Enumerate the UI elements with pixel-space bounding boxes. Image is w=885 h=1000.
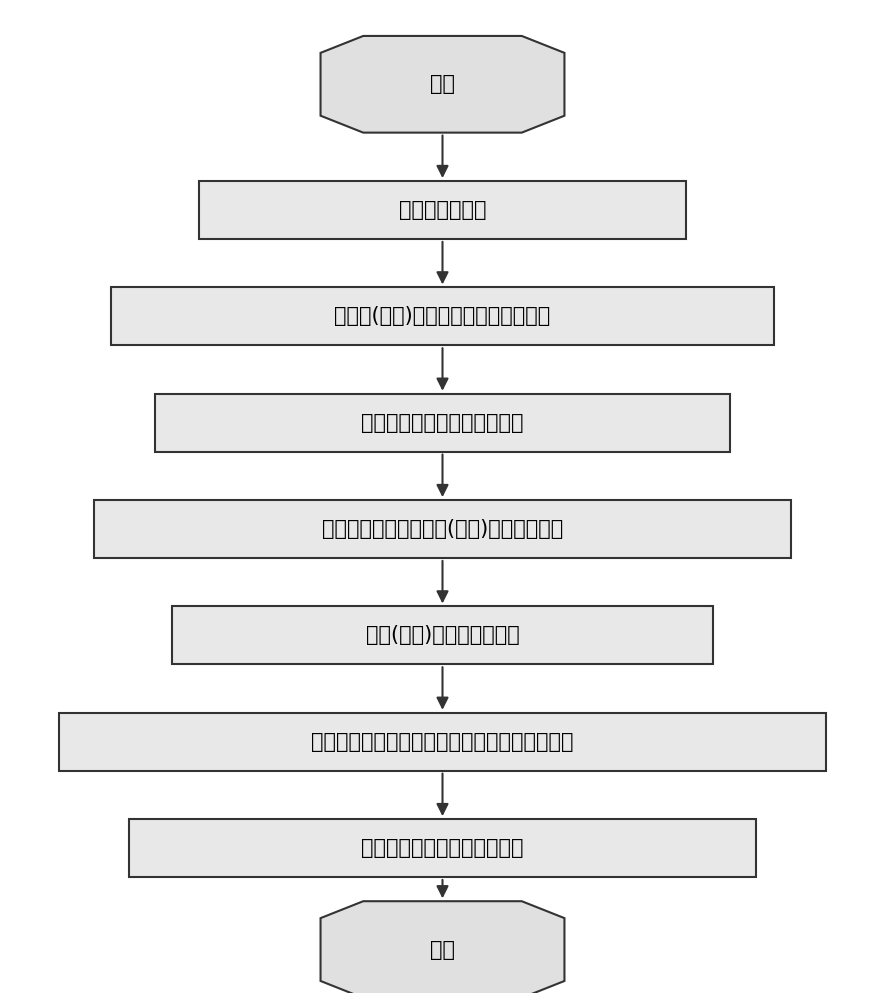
Text: 大腔体工装进行高温存贮实验: 大腔体工装进行高温存贮实验 bbox=[361, 413, 524, 433]
Bar bbox=[59, 713, 826, 771]
Bar bbox=[112, 287, 773, 345]
Polygon shape bbox=[320, 901, 565, 998]
Text: 电路(模块)沿中心切割加工: 电路(模块)沿中心切割加工 bbox=[366, 625, 519, 645]
Text: 将电路(模块)嵌套入大腔体工装并封装: 将电路(模块)嵌套入大腔体工装并封装 bbox=[335, 306, 550, 326]
Bar bbox=[173, 606, 712, 664]
Text: 切割后外壳，沿引腿和绝缘子部位进行二次切割: 切割后外壳，沿引腿和绝缘子部位进行二次切割 bbox=[312, 732, 573, 752]
Bar bbox=[129, 819, 756, 877]
Text: 结束: 结束 bbox=[430, 940, 455, 960]
Bar bbox=[155, 394, 730, 452]
Text: 大腔体工装制作: 大腔体工装制作 bbox=[399, 200, 486, 220]
Bar bbox=[198, 181, 687, 239]
Text: 大腔体工装和密封电路(模块)进行水汽检测: 大腔体工装和密封电路(模块)进行水汽检测 bbox=[322, 519, 563, 539]
Text: 开始: 开始 bbox=[430, 74, 455, 94]
Bar bbox=[94, 500, 791, 558]
Text: 表面能谱分析，确定失效部位: 表面能谱分析，确定失效部位 bbox=[361, 838, 524, 858]
Polygon shape bbox=[320, 36, 565, 133]
